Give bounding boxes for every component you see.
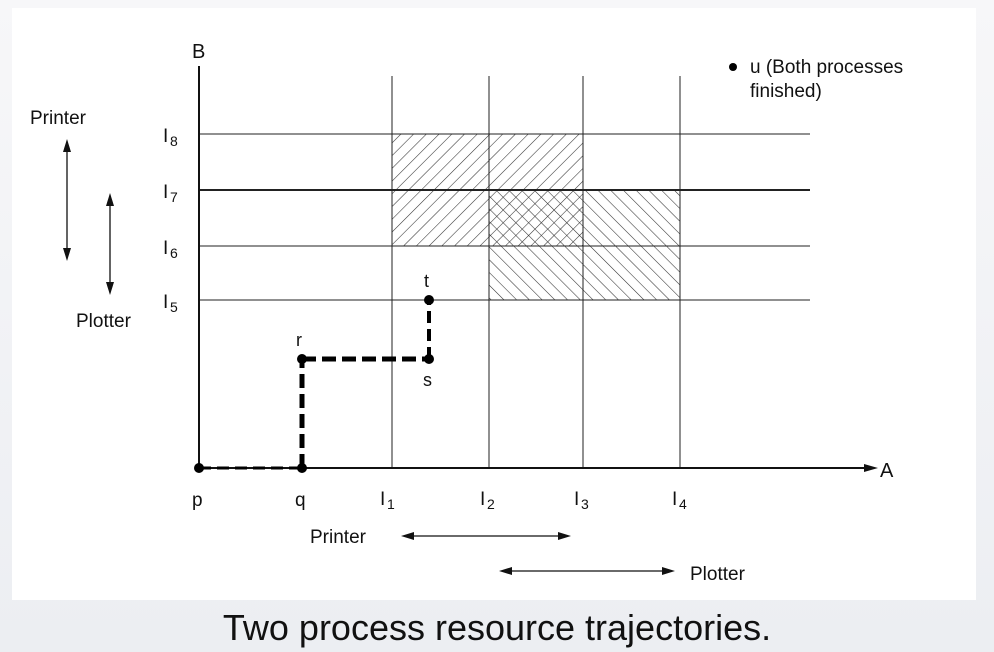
- bottom-printer-span-arrow: [401, 532, 571, 540]
- point-u-marker: [729, 63, 737, 71]
- x-tick-prefix: I: [574, 489, 579, 510]
- plotter-forbidden-region: [489, 190, 680, 300]
- x-tick-label: 3: [581, 496, 589, 512]
- axis-a-arrowhead: [864, 464, 878, 472]
- y-tick-label: 7: [170, 189, 178, 205]
- printer-span-arrow: [63, 139, 71, 261]
- y-tick-prefix: I: [163, 238, 168, 259]
- y-tick-label: 8: [170, 133, 178, 149]
- x-tick-prefix: I: [480, 489, 485, 510]
- y-tick-prefix: I: [163, 292, 168, 313]
- x-tick-label: 4: [679, 496, 687, 512]
- horizontal-grid-lines: [199, 133, 810, 301]
- y-tick-label: 5: [170, 299, 178, 315]
- point-p-marker: [194, 463, 204, 473]
- y-tick-label: 6: [170, 245, 178, 261]
- axis-b-label: B: [192, 41, 205, 63]
- point-t-label: t: [424, 271, 429, 291]
- y-tick-labels: I 8 I 7 I 6 I 5: [163, 126, 178, 315]
- trajectory-points: [194, 63, 737, 473]
- bottom-plotter-span-arrow: [499, 567, 675, 575]
- x-point-label: p: [192, 490, 203, 511]
- x-tick-label: 2: [487, 496, 495, 512]
- x-tick-label: 1: [387, 496, 395, 512]
- left-plotter-label: Plotter: [76, 311, 132, 332]
- point-s-label: s: [423, 370, 432, 390]
- x-tick-prefix: I: [380, 489, 385, 510]
- bottom-printer-label: Printer: [310, 527, 367, 548]
- point-t-marker: [424, 295, 434, 305]
- x-point-label: q: [295, 490, 306, 511]
- bottom-plotter-label: Plotter: [690, 564, 746, 585]
- x-tick-labels: p q I 1 I 2 I 3 I 4: [192, 489, 687, 512]
- left-printer-label: Printer: [30, 108, 87, 129]
- y-tick-prefix: I: [163, 182, 168, 203]
- axis-a-label: A: [880, 460, 894, 482]
- slide-caption: Two process resource trajectories.: [222, 607, 772, 648]
- x-tick-prefix: I: [672, 489, 677, 510]
- legend-line-2: finished): [750, 81, 822, 102]
- point-q-marker: [297, 463, 307, 473]
- legend-line-1: u (Both processes: [750, 57, 903, 78]
- point-r-marker: [297, 354, 307, 364]
- point-s-marker: [424, 354, 434, 364]
- trajectory-path: [199, 300, 431, 470]
- vertical-grid-lines: [391, 76, 681, 468]
- plotter-span-arrow: [106, 193, 114, 295]
- y-tick-prefix: I: [163, 126, 168, 147]
- figure-panel: [12, 8, 976, 600]
- point-r-label: r: [296, 330, 302, 350]
